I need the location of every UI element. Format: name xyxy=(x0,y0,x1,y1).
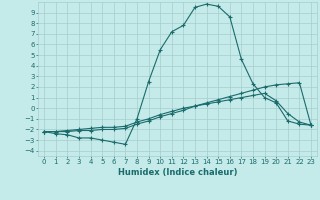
X-axis label: Humidex (Indice chaleur): Humidex (Indice chaleur) xyxy=(118,168,237,177)
